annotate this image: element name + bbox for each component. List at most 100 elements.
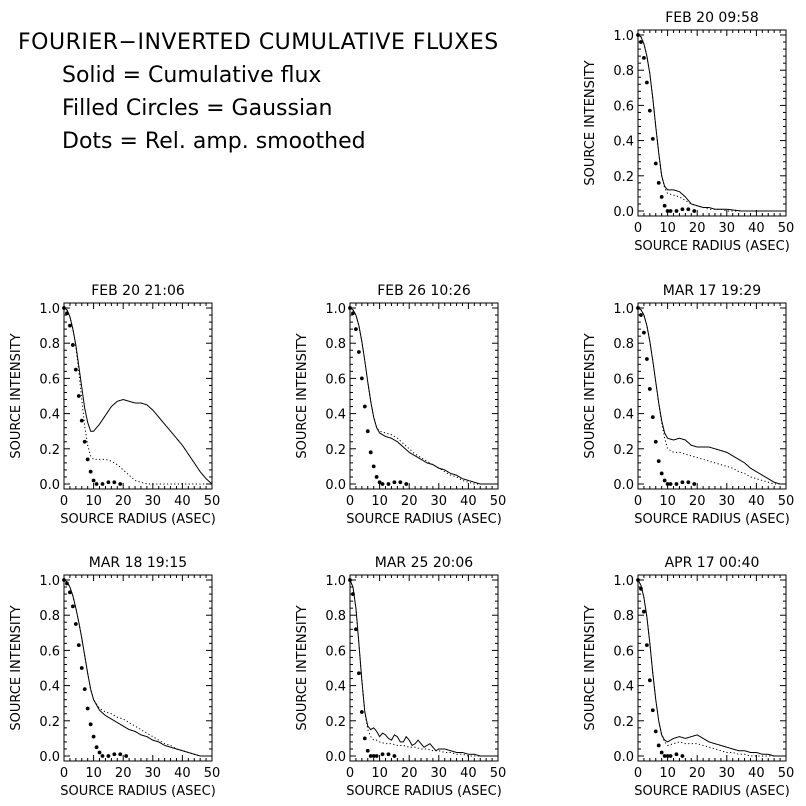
gaussian-point <box>674 752 679 757</box>
cumulative-flux-series <box>63 579 212 757</box>
gaussian-point <box>356 671 361 676</box>
gaussian-point <box>354 627 358 632</box>
gaussian-point <box>668 482 673 486</box>
gaussian-point <box>680 480 685 485</box>
legend-dots: Dots = Rel. amp. smoothed <box>62 129 366 154</box>
cumulative-flux-series <box>63 307 213 485</box>
gaussian-point <box>351 592 355 596</box>
y-tick-label: 1.0 <box>613 302 634 317</box>
panel-title: FEB 20 09:58 <box>665 10 759 26</box>
gaussian-point <box>386 482 391 486</box>
gaussian-point <box>85 457 90 462</box>
gaussian-point <box>380 482 385 486</box>
gaussian-point <box>665 209 670 213</box>
panel-title: MAR 25 20:06 <box>375 555 474 571</box>
y-tick-label: 0.0 <box>325 750 346 765</box>
y-tick-label: 0.6 <box>613 644 634 659</box>
x-tick-label: 0 <box>60 494 68 509</box>
x-tick-label: 40 <box>460 766 477 781</box>
gaussian-point <box>368 754 373 758</box>
gaussian-point <box>91 478 96 483</box>
gaussian-point <box>79 418 84 423</box>
gaussian-point <box>118 482 123 486</box>
x-tick-label: 0 <box>634 221 642 236</box>
gaussian-point <box>348 578 352 582</box>
gaussian-point <box>79 666 84 670</box>
gaussian-point <box>100 482 105 486</box>
gaussian-series <box>636 33 697 213</box>
y-axis-label: SOURCE INTENSITY <box>583 333 598 458</box>
y-tick-label: 1.0 <box>39 302 60 317</box>
panel-title: FEB 26 10:26 <box>377 283 471 299</box>
y-tick-label: 0.0 <box>39 478 60 493</box>
y-tick-label: 1.0 <box>325 574 346 589</box>
smoothed-series <box>637 34 786 212</box>
gaussian-point <box>356 350 361 354</box>
x-tick-label: 40 <box>748 221 765 236</box>
panel-title: FEB 20 21:06 <box>91 283 185 299</box>
y-axis-label: SOURCE INTENSITY <box>9 605 24 730</box>
gaussian-point <box>662 754 667 758</box>
gaussian-point <box>62 578 66 582</box>
gaussian-point <box>380 752 385 757</box>
x-tick-label: 10 <box>659 494 676 509</box>
y-tick-label: 0.4 <box>325 680 346 695</box>
panel-6: MAR 25 20:06 0 10 20 30 40 50 0.0 0.2 0.4 0.6 0.8 1.… <box>295 555 506 799</box>
gaussian-point <box>653 439 658 444</box>
x-tick-label: 50 <box>204 494 221 509</box>
x-tick-label: 30 <box>145 494 162 509</box>
y-tick-label: 1.0 <box>325 302 346 317</box>
y-tick-label: 0.6 <box>613 99 634 114</box>
y-tick-label: 0.4 <box>613 408 634 423</box>
x-tick-label: 0 <box>634 494 642 509</box>
x-tick-label: 40 <box>460 494 477 509</box>
gaussian-point <box>377 480 382 485</box>
y-tick-label: 0.8 <box>613 64 634 79</box>
gaussian-point <box>647 108 652 113</box>
smoothed-series <box>349 579 498 757</box>
gaussian-series <box>348 306 409 486</box>
gaussian-point <box>368 450 373 455</box>
gaussian-point <box>362 736 367 741</box>
x-tick-label: 20 <box>115 766 132 781</box>
smoothed-series <box>63 579 212 757</box>
gaussian-point <box>88 469 93 474</box>
y-tick-label: 0.6 <box>325 644 346 659</box>
y-tick-label: 0.6 <box>39 372 60 387</box>
gaussian-point <box>636 306 640 310</box>
x-tick-label: 40 <box>748 494 765 509</box>
gaussian-point <box>118 752 123 757</box>
y-tick-label: 0.0 <box>613 205 634 220</box>
gaussian-point <box>650 136 655 141</box>
gaussian-point <box>85 706 90 711</box>
gaussian-point <box>68 323 72 328</box>
y-tick-label: 0.0 <box>325 478 346 493</box>
gaussian-point <box>404 482 409 486</box>
gaussian-point <box>639 40 643 44</box>
x-tick-label: 0 <box>346 494 354 509</box>
plot-frame <box>349 574 499 762</box>
legend-solid: Solid = Cumulative flux <box>62 63 322 88</box>
x-tick-label: 20 <box>401 494 418 509</box>
gaussian-point <box>656 180 661 185</box>
x-tick-label: 20 <box>115 494 132 509</box>
y-tick-label: 0.2 <box>613 170 634 185</box>
y-tick-label: 0.2 <box>613 715 634 730</box>
x-tick-label: 10 <box>85 766 102 781</box>
plot-frame <box>637 302 787 490</box>
gaussian-point <box>639 586 643 591</box>
gaussian-series <box>348 578 397 758</box>
gaussian-point <box>653 161 658 166</box>
y-axis-label: SOURCE INTENSITY <box>295 605 310 730</box>
x-tick-label: 40 <box>174 494 191 509</box>
gaussian-point <box>642 609 646 614</box>
gaussian-point <box>662 478 667 483</box>
gaussian-point <box>351 311 355 316</box>
gaussian-point <box>659 195 664 199</box>
x-tick-label: 30 <box>431 494 448 509</box>
gaussian-point <box>644 80 649 85</box>
gaussian-point <box>665 482 670 486</box>
x-tick-label: 50 <box>204 766 221 781</box>
plot-frame <box>63 302 213 490</box>
